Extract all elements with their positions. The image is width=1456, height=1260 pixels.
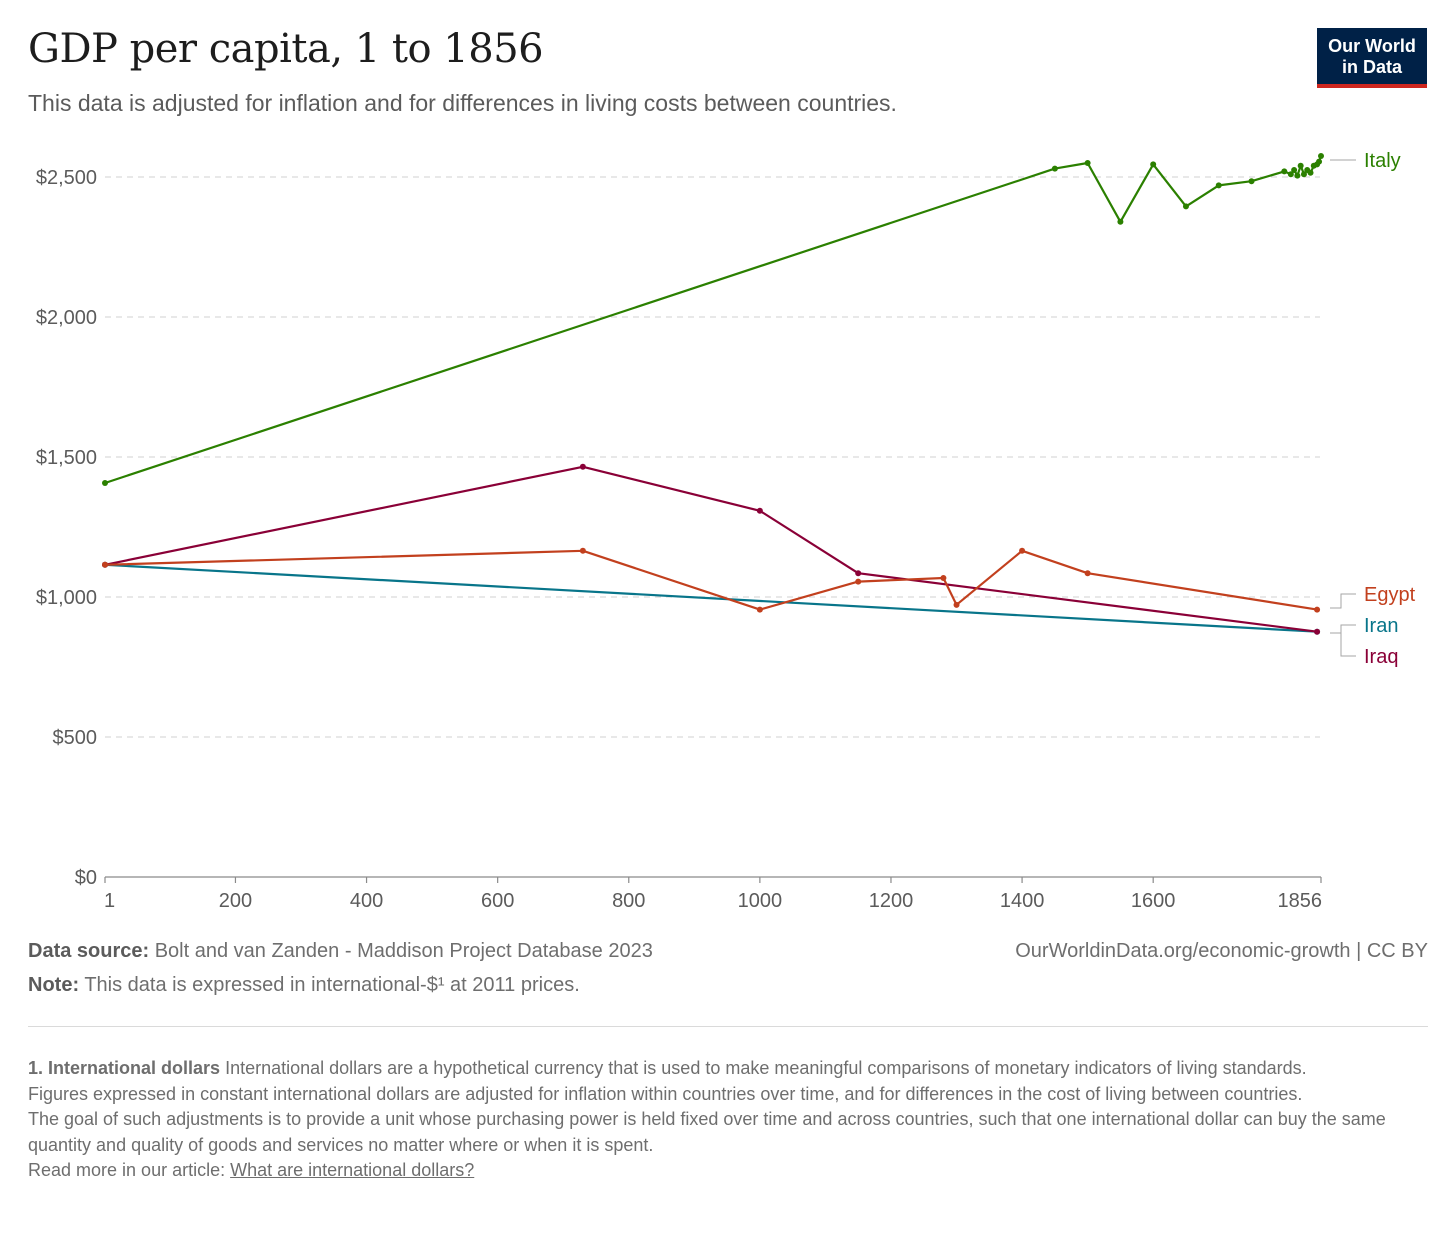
data-point-italy	[1300, 171, 1307, 178]
data-note: Note: This data is expressed in internat…	[28, 974, 580, 997]
international-dollars-link[interactable]: What are international dollars?	[230, 1160, 475, 1180]
read-more-text: Read more in our article:	[28, 1160, 226, 1180]
logo-line-2: in Data	[1341, 57, 1402, 77]
series-lines	[102, 153, 1324, 635]
data-point-iraq	[1314, 628, 1321, 635]
data-point-italy	[1307, 169, 1314, 176]
x-tick-label: 1400	[1000, 890, 1045, 912]
data-point-italy	[1150, 161, 1157, 168]
data-point-italy	[1084, 160, 1091, 166]
data-point-italy	[1316, 158, 1323, 165]
y-tick-label: $1,500	[36, 447, 97, 469]
y-tick-label: $2,000	[36, 307, 97, 329]
series-labels: Italy Egypt Iraq Iran	[1330, 150, 1416, 668]
x-tick-label: 600	[481, 890, 514, 912]
data-point-italy	[1318, 153, 1324, 159]
logo-line-1: Our World	[1328, 36, 1416, 56]
data-point-italy	[1281, 168, 1288, 175]
data-point-egypt	[940, 574, 947, 581]
series-label-italy: Italy	[1364, 150, 1401, 172]
source-label: Data source:	[28, 940, 150, 962]
footnote: 1. International dollars International d…	[28, 1056, 1388, 1184]
credit-link[interactable]: OurWorldinData.org/economic-growth | CC …	[1015, 940, 1428, 962]
x-tick-label: 1000	[738, 890, 783, 912]
y-tick-label: $0	[75, 867, 97, 889]
series-label-iran: Iran	[1364, 615, 1398, 637]
x-tick-label: 1856	[1278, 890, 1323, 912]
label-connector-egypt	[1330, 593, 1356, 609]
data-point-iraq	[756, 507, 763, 514]
data-point-italy	[1287, 171, 1294, 178]
note-label: Note:	[28, 974, 80, 996]
data-point-iraq	[579, 463, 586, 470]
data-point-egypt	[1314, 606, 1321, 613]
footnote-para-3: The goal of such adjustments is to provi…	[28, 1109, 1386, 1155]
footnote-para-2: Figures expressed in constant internatio…	[28, 1083, 1303, 1104]
series-label-iraq: Iraq	[1364, 646, 1398, 668]
footnote-para-1: 1. International dollars International d…	[28, 1056, 1388, 1082]
x-tick-label: 1	[104, 890, 115, 912]
footnote-read-more: Read more in our article: What are inter…	[28, 1158, 1388, 1184]
note-text: This data is expressed in international-…	[84, 974, 580, 996]
data-point-italy	[1117, 218, 1124, 225]
data-point-italy	[1051, 165, 1058, 172]
data-point-italy	[1215, 182, 1222, 189]
footnote-term: 1. International dollars	[28, 1058, 221, 1078]
data-point-egypt	[855, 578, 862, 585]
data-point-egypt	[102, 561, 108, 568]
x-tick-label: 800	[612, 890, 645, 912]
source-text[interactable]: Bolt and van Zanden - Maddison Project D…	[154, 940, 653, 962]
series-line-iraq	[104, 465, 1318, 633]
series-line-italy	[104, 155, 1323, 485]
series-line-egypt	[104, 549, 1318, 611]
data-point-italy	[102, 480, 108, 487]
data-point-egypt	[756, 606, 763, 613]
data-point-italy	[1294, 172, 1301, 179]
x-tick-label: 400	[350, 890, 383, 912]
data-point-italy	[1291, 167, 1298, 173]
x-tick-label: 200	[219, 890, 252, 912]
series-line-iran	[104, 563, 1318, 633]
data-point-egypt	[1019, 547, 1026, 554]
y-tick-label: $2,500	[36, 167, 97, 189]
data-source: Data source: Bolt and van Zanden - Maddi…	[28, 940, 653, 963]
gridlines	[105, 176, 1320, 738]
label-connector-iran	[1330, 624, 1356, 634]
data-point-italy	[1248, 178, 1255, 185]
x-tick-label: 1600	[1131, 890, 1176, 912]
label-connector-iraq	[1340, 633, 1356, 657]
chart-subtitle: This data is adjusted for inflation and …	[28, 90, 897, 116]
data-point-iraq	[855, 570, 862, 577]
data-point-italy	[1297, 162, 1304, 169]
x-tick-label: 1200	[869, 890, 914, 912]
data-point-egypt	[579, 547, 586, 554]
y-tick-label: $1,000	[36, 587, 97, 609]
data-point-egypt	[953, 601, 960, 608]
chart-title: GDP per capita, 1 to 1856	[28, 26, 544, 72]
data-point-italy	[1182, 203, 1189, 210]
series-label-egypt: Egypt	[1364, 584, 1416, 606]
y-tick-label: $500	[53, 727, 98, 749]
footnote-text-1: International dollars are a hypothetical…	[225, 1058, 1307, 1078]
owid-logo[interactable]: Our World in Data	[1317, 28, 1427, 88]
data-point-egypt	[1084, 570, 1091, 577]
footer-divider	[28, 1026, 1428, 1027]
